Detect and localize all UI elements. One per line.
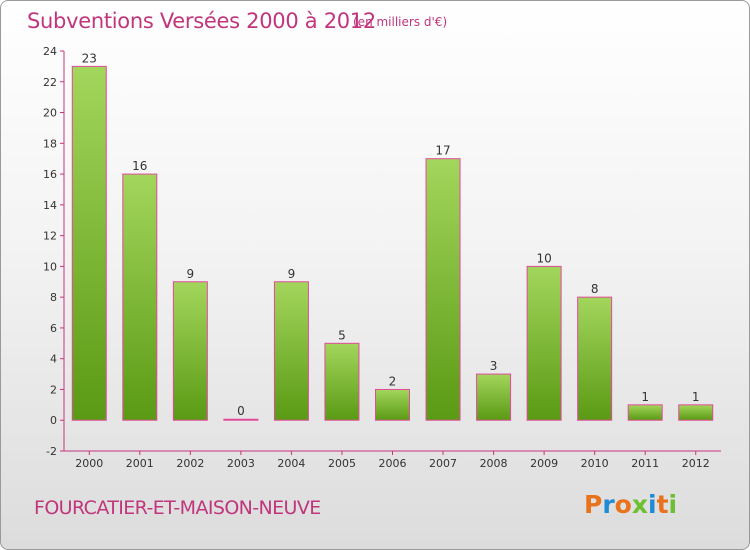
y-tick-label: 4 — [50, 353, 57, 366]
x-axis: 2000 2001 2002 2003 2004 2005 2006 2007 2008 2009… — [64, 450, 721, 470]
bar-value-label: 8 — [591, 282, 599, 296]
y-tick-label: 24 — [43, 45, 57, 58]
bar-value-label: 9 — [187, 267, 195, 281]
y-tick-label: 8 — [50, 291, 57, 304]
y-tick-label: 20 — [43, 107, 57, 120]
bar-value-label: 1 — [692, 390, 700, 404]
bar-series: 23 16 9 0 9 5 2 17 3 10 8 1 1 — [71, 51, 714, 421]
x-tick-label: 2008 — [480, 457, 508, 470]
y-tick-label: 6 — [50, 322, 57, 335]
bar-value-label: 23 — [82, 51, 97, 65]
bar-2001 — [122, 173, 158, 421]
bar-value-label: 9 — [288, 267, 296, 281]
bar-value-label: 1 — [641, 390, 649, 404]
bar-2012 — [678, 404, 714, 421]
bar-2008 — [476, 373, 512, 421]
bar-2006 — [375, 388, 410, 421]
bar-2002 — [172, 281, 208, 421]
bar-value-label: 5 — [338, 328, 346, 342]
y-tick-label: 18 — [43, 137, 57, 150]
y-tick-label: -2 — [46, 445, 57, 458]
y-tick-label: 22 — [43, 76, 57, 89]
x-tick-label: 2001 — [126, 457, 154, 470]
bar-value-label: 2 — [389, 374, 397, 388]
logo-letter: P — [584, 490, 603, 519]
bar-2007 — [425, 158, 461, 421]
y-tick-label: 14 — [43, 199, 57, 212]
logo-letter: x — [631, 490, 648, 519]
bar-2011 — [627, 404, 663, 421]
y-tick-label: 10 — [43, 260, 57, 273]
logo-letter: i — [648, 490, 657, 519]
y-tick-label: 0 — [50, 414, 57, 427]
logo-letter: r — [602, 490, 615, 519]
bar-2005 — [324, 342, 360, 421]
chart-title: Subventions Versées 2000 à 2012 — [27, 9, 376, 33]
x-tick-label: 2007 — [429, 457, 457, 470]
x-tick-label: 2009 — [530, 457, 558, 470]
x-tick-label: 2000 — [75, 457, 103, 470]
proxiti-logo[interactable]: Proxiti — [584, 490, 677, 519]
x-tick-label: 2012 — [682, 457, 710, 470]
y-tick-label: 16 — [43, 168, 57, 181]
commune-name: FOURCATIER-ET-MAISON-NEUVE — [34, 497, 321, 519]
unit-note: (en milliers d'€) — [353, 15, 448, 29]
bar-2000 — [71, 65, 107, 421]
bar-2004 — [273, 281, 309, 421]
bar-2003 — [223, 418, 259, 421]
bar-value-label: 16 — [132, 159, 147, 173]
y-tick-label: 12 — [43, 230, 57, 243]
x-tick-label: 2006 — [379, 457, 407, 470]
x-tick-label: 2011 — [631, 457, 659, 470]
logo-letter: i — [668, 490, 678, 519]
bar-2010 — [577, 296, 613, 421]
bar-value-label: 3 — [490, 359, 498, 373]
bar-2009 — [526, 265, 562, 421]
y-tick-label: 2 — [50, 383, 57, 396]
x-tick-label: 2005 — [328, 457, 356, 470]
x-tick-label: 2004 — [277, 457, 305, 470]
logo-letter: o — [614, 490, 632, 519]
bar-value-label: 17 — [435, 144, 450, 158]
bar-value-label: 0 — [237, 404, 245, 418]
bar-value-label: 10 — [536, 251, 551, 265]
x-tick-label: 2002 — [176, 457, 204, 470]
x-tick-label: 2010 — [581, 457, 609, 470]
x-tick-label: 2003 — [227, 457, 255, 470]
logo-letter: t — [656, 490, 669, 519]
